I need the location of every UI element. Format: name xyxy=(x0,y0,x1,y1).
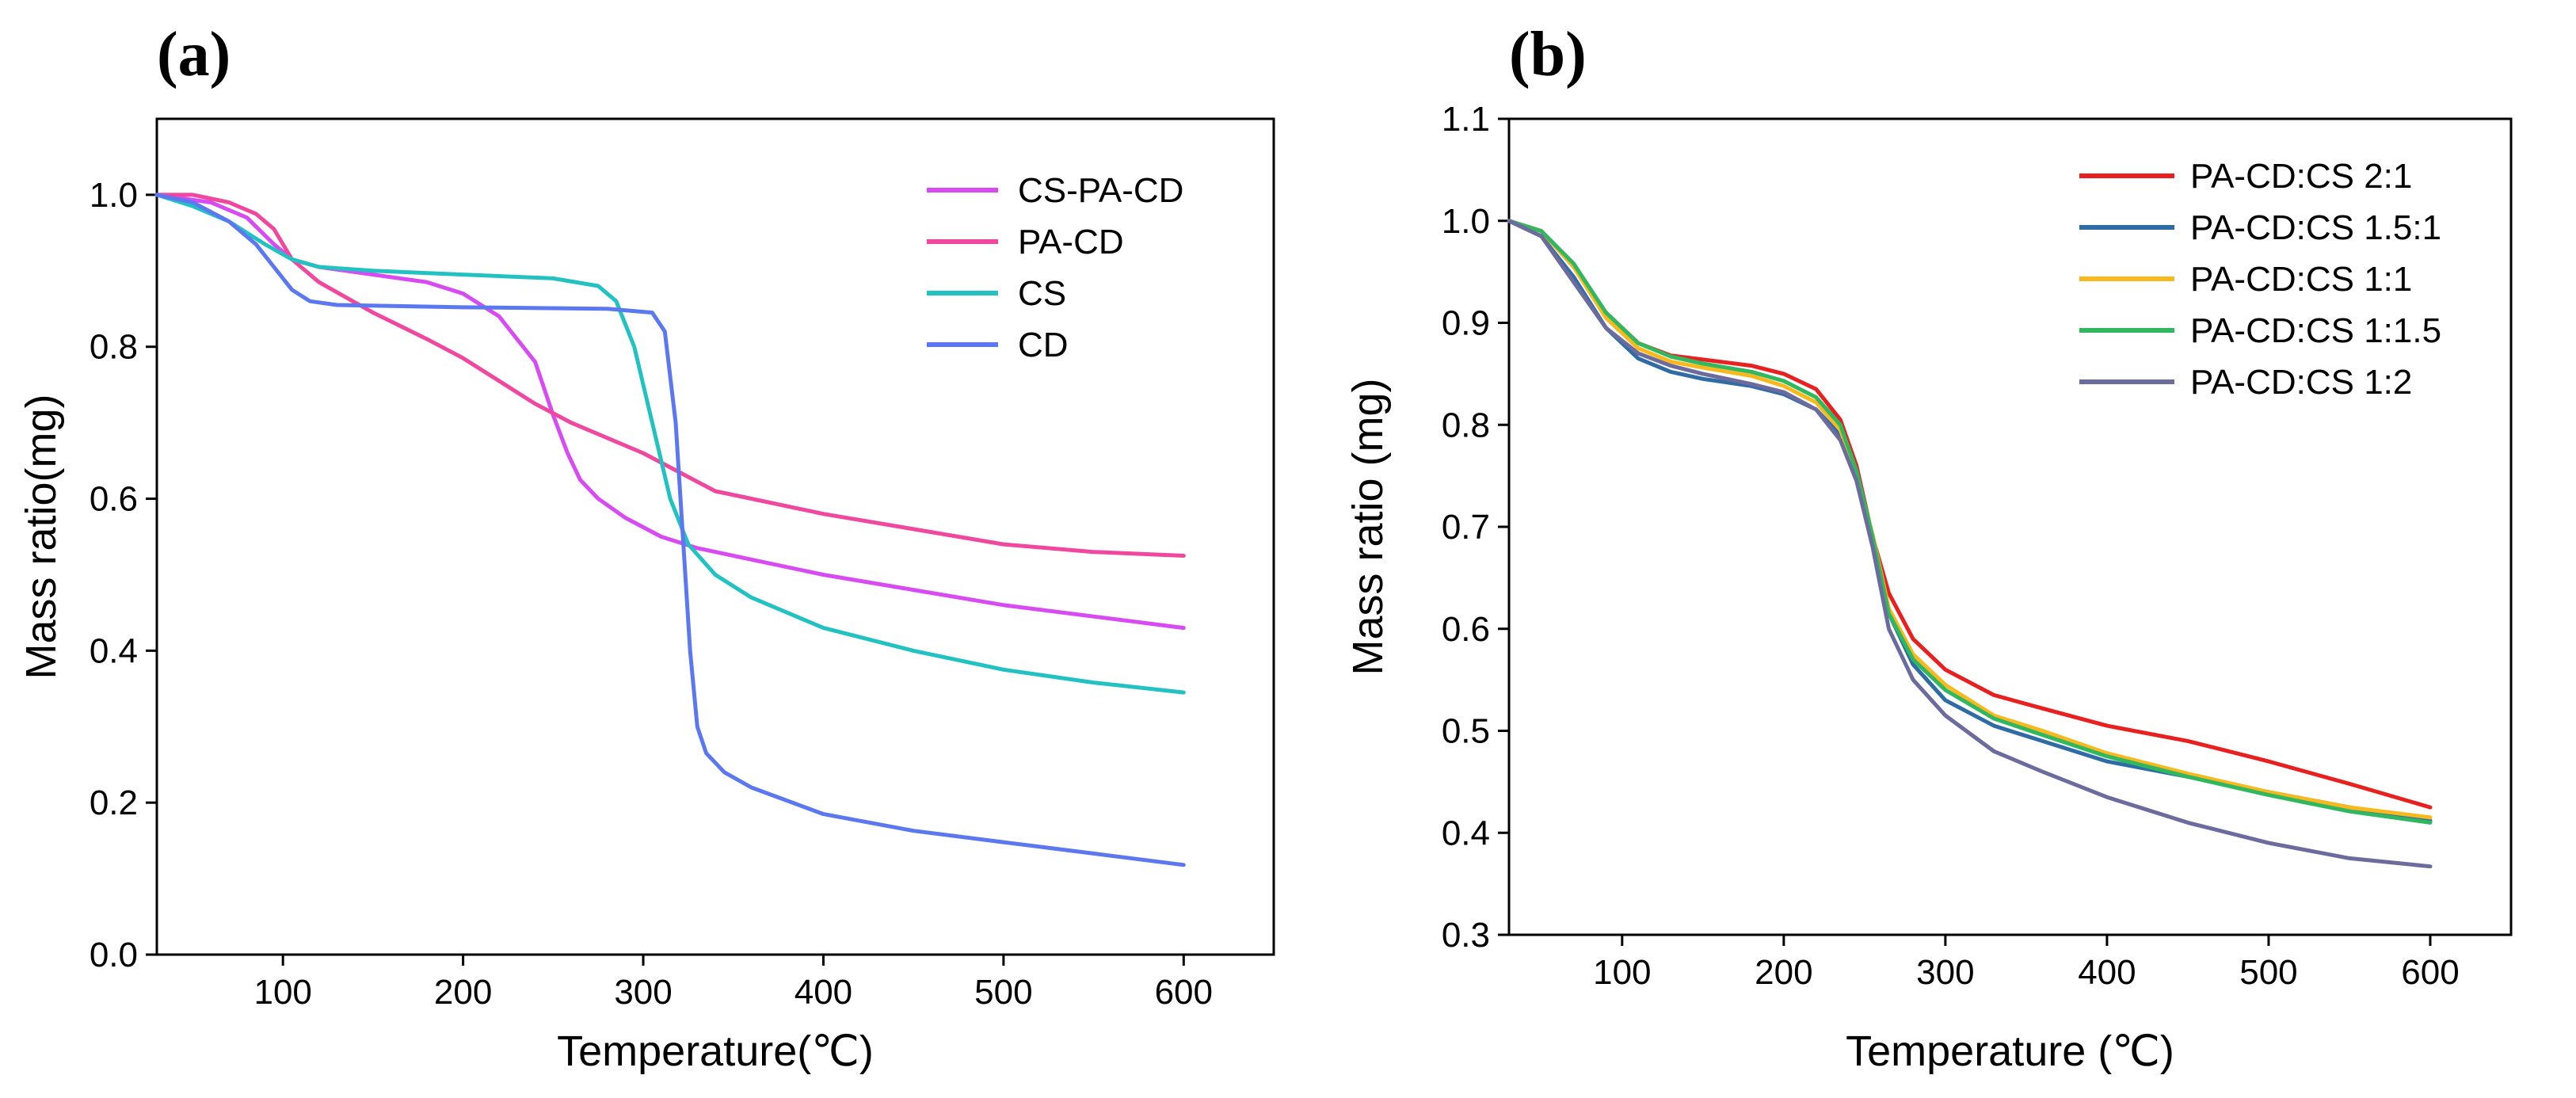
y-tick-label: 0.8 xyxy=(1442,406,1490,444)
x-tick-label: 400 xyxy=(795,973,852,1012)
y-tick-label: 0.6 xyxy=(1442,610,1490,649)
x-tick-label: 500 xyxy=(2239,953,2297,992)
legend-label: PA-CD:CS 1:1.5 xyxy=(2190,311,2441,350)
y-tick-label: 0.9 xyxy=(1442,304,1490,343)
y-tick-label: 0.5 xyxy=(1442,712,1490,751)
x-tick-label: 400 xyxy=(2078,953,2136,992)
y-tick-label: 0.0 xyxy=(90,936,138,974)
y-tick-label: 0.3 xyxy=(1442,916,1490,955)
legend-label: PA-CD:CS 1:2 xyxy=(2190,363,2412,402)
legend-label: PA-CD:CS 1.5:1 xyxy=(2190,208,2441,247)
y-tick-label: 0.2 xyxy=(90,783,138,822)
series-line-pa-cd xyxy=(154,193,1186,558)
legend-label: PA-CD xyxy=(1018,223,1124,261)
panel-label: (a) xyxy=(157,20,231,90)
y-tick-label: 0.7 xyxy=(1442,508,1490,547)
y-tick-label: 1.1 xyxy=(1442,100,1490,139)
y-tick-label: 0.8 xyxy=(90,328,138,367)
x-tick-label: 600 xyxy=(1155,973,1213,1012)
series-line-cd xyxy=(154,193,1186,867)
legend-label: CS xyxy=(1018,274,1066,313)
legend-label: PA-CD:CS 1:1 xyxy=(2190,260,2412,299)
x-tick-label: 500 xyxy=(974,973,1032,1012)
y-tick-label: 0.4 xyxy=(1442,814,1490,852)
legend-label: CS-PA-CD xyxy=(1018,171,1183,210)
y-axis-title: Mass ratio (mg) xyxy=(1344,378,1392,675)
legend: PA-CD:CS 2:1 PA-CD:CS 1.5:1 PA-CD:CS 1:1 PA… xyxy=(2079,157,2441,402)
series-line-pa-cd-cs-2-1 xyxy=(1507,219,2433,810)
x-axis-title: Temperature(℃) xyxy=(557,1027,874,1075)
series-line-pa-cd-cs-1-1 xyxy=(1507,219,2433,820)
series-line-cs xyxy=(154,193,1186,695)
chart-panel-a: (a) 100 200 300 400 500 600 0.0 0.2 0.4 0.6 0.8 1.0 T… xyxy=(17,20,1275,1075)
plot-frame xyxy=(155,117,1275,956)
x-tick-label: 300 xyxy=(1916,953,1974,992)
panel-label: (b) xyxy=(1509,20,1587,90)
x-tick-label: 300 xyxy=(614,973,672,1012)
series-line-pa-cd-cs-1-1-5 xyxy=(1507,219,2433,825)
legend-label: CD xyxy=(1018,326,1069,364)
y-axis-title: Mass ratio(mg) xyxy=(17,394,65,679)
y-tick-label: 1.0 xyxy=(90,176,138,215)
x-tick-label: 100 xyxy=(253,973,311,1012)
legend-label: PA-CD:CS 2:1 xyxy=(2190,157,2412,196)
x-tick-label: 200 xyxy=(1755,953,1812,992)
chart-panel-b: (b) 100 200 300 400 500 600 0.3 0.4 0.5 0.6 0.7 0.8 0… xyxy=(1344,20,2513,1075)
y-tick-label: 0.6 xyxy=(90,480,138,519)
series-line-pa-cd-cs-1-2 xyxy=(1507,219,2433,869)
y-tick-label: 0.4 xyxy=(90,631,138,670)
x-tick-label: 600 xyxy=(2401,953,2459,992)
x-axis-title: Temperature (℃) xyxy=(1846,1027,2174,1075)
x-tick-label: 200 xyxy=(434,973,492,1012)
y-tick-label: 1.0 xyxy=(1442,202,1490,241)
x-tick-label: 100 xyxy=(1593,953,1651,992)
legend: CS-PA-CD PA-CD CS CD xyxy=(927,171,1183,364)
